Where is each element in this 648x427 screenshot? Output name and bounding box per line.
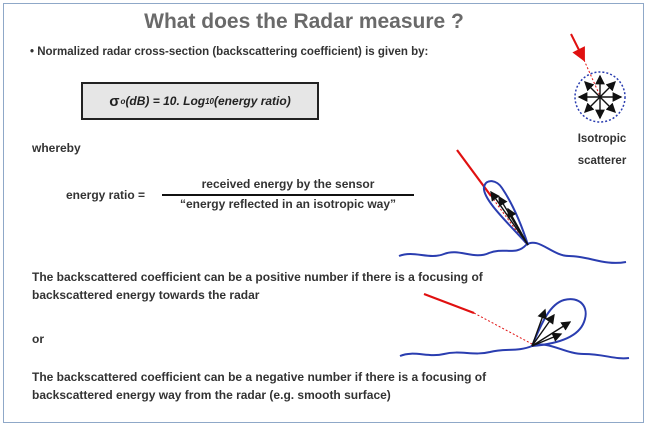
- scatterer-label: scatterer: [577, 155, 627, 167]
- or-label: or: [32, 332, 44, 346]
- fraction-denominator: “energy reflected in an isotropic way”: [179, 197, 397, 211]
- slide-title: What does the Radar measure ?: [144, 10, 464, 33]
- negative-coefficient-line2: backscattered energy way from the radar …: [32, 388, 391, 402]
- slide: What does the Radar measure ? • Normaliz…: [3, 3, 644, 423]
- log-subscript: 10: [205, 96, 215, 106]
- backscatter-lobe-diagram: [398, 149, 627, 264]
- bullet-text: • Normalized radar cross-section (backsc…: [30, 46, 429, 58]
- formula-rhs: (energy ratio): [214, 94, 291, 108]
- energy-ratio-fraction: received energy by the sensor “energy re…: [162, 177, 414, 211]
- positive-coefficient-line2: backscattered energy towards the radar: [32, 288, 260, 302]
- negative-coefficient-line1: The backscattered coefficient can be a n…: [32, 370, 487, 384]
- forward-scatter-lobe-diagram: [399, 292, 630, 360]
- positive-coefficient-line1: The backscattered coefficient can be a p…: [32, 270, 483, 284]
- sigma-symbol: σ: [109, 92, 120, 110]
- fraction-numerator: received energy by the sensor: [201, 177, 375, 191]
- isotropic-label: Isotropic: [577, 133, 627, 145]
- diagram-layer: [398, 33, 630, 360]
- isotropic-scatterer-icon: [570, 33, 626, 123]
- formula-lhs: (dB) = 10. Log: [125, 94, 206, 108]
- sigma-subscript: o: [120, 96, 126, 106]
- fraction-bar: [162, 194, 414, 196]
- whereby-label: whereby: [32, 141, 81, 155]
- energy-ratio-label: energy ratio =: [66, 188, 146, 202]
